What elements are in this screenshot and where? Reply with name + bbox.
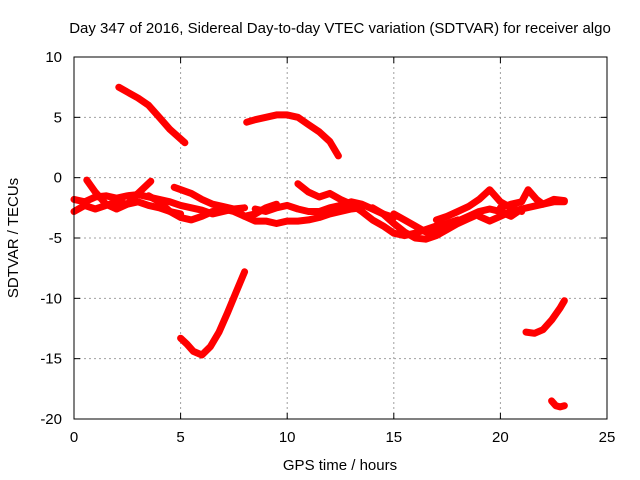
- plot-frame: [73, 56, 608, 420]
- x-axis-label: GPS time / hours: [283, 457, 397, 474]
- y-tick-label: -10: [40, 290, 62, 307]
- series-arc-o: [177, 268, 249, 359]
- y-tick-label: -20: [40, 411, 62, 428]
- series-arc-g: [294, 180, 462, 240]
- series-group: [70, 83, 568, 411]
- series-arc-d: [145, 192, 280, 224]
- y-tick-label: 5: [54, 109, 62, 126]
- series-arc-p: [522, 297, 568, 337]
- x-tick-label: 20: [492, 429, 509, 446]
- y-tick-label: -5: [49, 230, 62, 247]
- series-arc-e: [170, 183, 366, 227]
- series-arc-m: [115, 83, 189, 147]
- series-arc-c: [83, 176, 155, 213]
- y-tick-label: 10: [45, 49, 62, 66]
- chart-title: Day 347 of 2016, Sidereal Day-to-day VTE…: [69, 20, 611, 37]
- y-tick-label: -15: [40, 351, 62, 368]
- series-arc-i: [390, 205, 526, 237]
- y-tick-label: 0: [54, 170, 62, 187]
- series-arc-l: [496, 186, 568, 212]
- x-tick-label: 10: [279, 429, 296, 446]
- x-tick-label: 25: [599, 429, 616, 446]
- x-tick-label: 15: [385, 429, 402, 446]
- y-axis-label: SDTVAR / TECUs: [5, 178, 22, 298]
- series-arc-q: [548, 397, 568, 411]
- x-tick-label: 5: [176, 429, 184, 446]
- series-arc-n: [243, 111, 342, 160]
- x-tick-label: 0: [70, 429, 78, 446]
